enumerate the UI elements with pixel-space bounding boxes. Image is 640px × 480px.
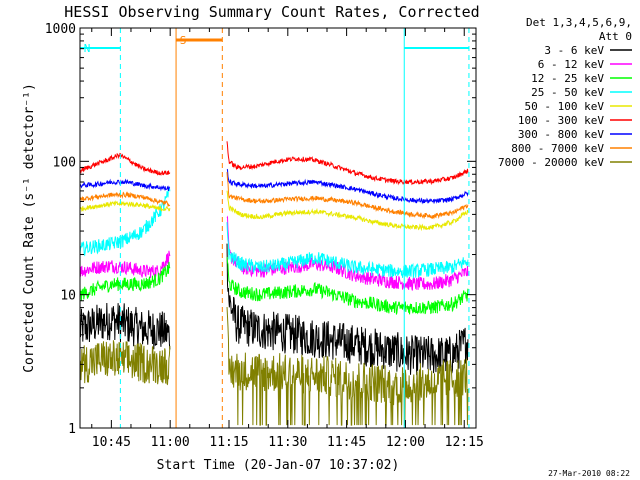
series-line-9-segment-2 (226, 307, 469, 426)
series-line-5-segment-2 (226, 190, 469, 232)
legend-label: 3 - 6 keV (544, 44, 604, 57)
series-4 (79, 187, 469, 279)
series-line-5-segment-1 (79, 200, 171, 212)
interval-label: N (84, 42, 91, 55)
series-line-8-segment-1 (79, 191, 171, 208)
series-6 (79, 141, 469, 186)
interval-label: S (180, 34, 187, 47)
x-tick-label: 10:45 (92, 435, 131, 450)
series-3 (79, 257, 469, 315)
legend-label: 25 - 50 keV (531, 86, 604, 99)
y-tick-label: 1 (68, 422, 76, 437)
x-axis-label: Start Time (20-Jan-07 10:37:02) (157, 458, 400, 473)
series-line-6-segment-2 (226, 141, 469, 186)
plot-timestamp: 27-Mar-2010 08:22 (548, 469, 630, 478)
x-tick-label: 11:45 (327, 435, 366, 450)
series-line-6-segment-1 (79, 152, 171, 176)
x-tick-label: 11:15 (209, 435, 248, 450)
axes: 10:45 11:00 11:15 11:30 11:45 12:00 12:15 1 10 10… (45, 22, 484, 450)
series-7 (79, 168, 469, 205)
series-line-2-segment-1 (79, 250, 171, 278)
y-axis-label: Corrected Count Rate (s⁻¹ detector⁻¹) (22, 83, 37, 373)
x-tick-label: 12:00 (386, 435, 425, 450)
series-line-4-segment-2 (226, 222, 469, 279)
interval-marker-3: S (175, 28, 223, 428)
legend-label: 6 - 12 keV (538, 58, 605, 71)
x-tick-label: 11:30 (268, 435, 307, 450)
y-tick-label: 100 (53, 155, 76, 170)
legend-label: 300 - 800 keV (518, 128, 604, 141)
series-line-1-segment-2 (226, 243, 469, 376)
series-1 (79, 243, 469, 376)
series-line-8-segment-2 (226, 172, 469, 220)
plot-frame (79, 27, 477, 429)
y-tick-label: 1000 (45, 22, 76, 37)
legend-label: 800 - 7000 keV (511, 142, 604, 155)
interval-marker-2 (403, 28, 470, 428)
legend-label: 12 - 25 keV (531, 72, 604, 85)
series-5 (79, 190, 469, 232)
x-tick-label: 11:00 (151, 435, 190, 450)
series-line-1-segment-1 (79, 302, 171, 350)
legend-label: 100 - 300 keV (518, 114, 604, 127)
legend-label: 7000 - 20000 keV (498, 156, 604, 169)
series-line-7-segment-2 (226, 168, 469, 205)
legend-header: Det 1,3,4,5,6,9, (526, 16, 632, 29)
series-line-7-segment-1 (79, 178, 171, 192)
series-line-3-segment-1 (79, 261, 171, 301)
legend-label: 50 - 100 keV (525, 100, 605, 113)
series-line-3-segment-2 (226, 257, 469, 315)
chart-title: HESSI Observing Summary Count Rates, Cor… (64, 3, 479, 21)
series-8 (79, 172, 469, 220)
series-9 (79, 307, 469, 426)
legend-header: Att 0 (599, 30, 632, 43)
series-line-9-segment-1 (79, 340, 171, 386)
series-line-4-segment-1 (79, 187, 171, 257)
x-tick-label: 12:15 (445, 435, 484, 450)
y-tick-label: 10 (60, 289, 76, 304)
